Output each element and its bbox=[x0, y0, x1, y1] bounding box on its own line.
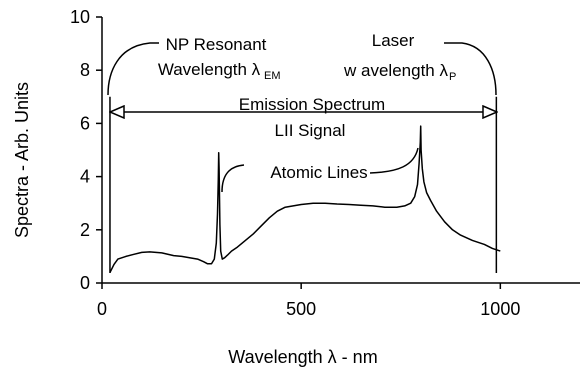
x-tick-label: 0 bbox=[97, 299, 107, 319]
y-axis-label: Spectra - Arb. Units bbox=[12, 82, 32, 238]
x-tick-label: 1000 bbox=[480, 299, 520, 319]
atomic-lines-label: Atomic Lines bbox=[270, 163, 367, 182]
y-tick-label: 8 bbox=[80, 60, 90, 80]
np-resonant-line2: Wavelength λ bbox=[158, 60, 261, 79]
tick-labels: 0 2 4 6 8 10 0 500 1000 bbox=[70, 7, 520, 319]
y-tick-label: 6 bbox=[80, 113, 90, 133]
laser-line1: Laser bbox=[372, 31, 415, 50]
x-tick-label: 500 bbox=[286, 299, 316, 319]
laser-subscript: P bbox=[449, 71, 456, 83]
np-resonant-subscript: EM bbox=[264, 70, 281, 82]
y-tick-label: 4 bbox=[80, 167, 90, 187]
np-bracket bbox=[107, 42, 159, 96]
np-resonant-line1: NP Resonant bbox=[166, 35, 267, 54]
series-line-1 bbox=[109, 125, 501, 273]
laser-line2: w avelength λ bbox=[343, 61, 448, 80]
y-tick-label: 10 bbox=[70, 7, 90, 27]
y-tick-label: 2 bbox=[80, 220, 90, 240]
y-tick-label: 0 bbox=[80, 273, 90, 293]
laser-bracket bbox=[444, 42, 497, 96]
atomic-pointer-left bbox=[221, 164, 245, 193]
axes bbox=[96, 16, 580, 289]
x-axis-label: Wavelength λ - nm bbox=[228, 347, 377, 367]
atomic-pointer-right bbox=[369, 147, 419, 174]
emission-line1: Emission Spectrum bbox=[239, 95, 385, 114]
plot-area bbox=[109, 96, 501, 273]
emission-line2: LII Signal bbox=[275, 121, 346, 140]
